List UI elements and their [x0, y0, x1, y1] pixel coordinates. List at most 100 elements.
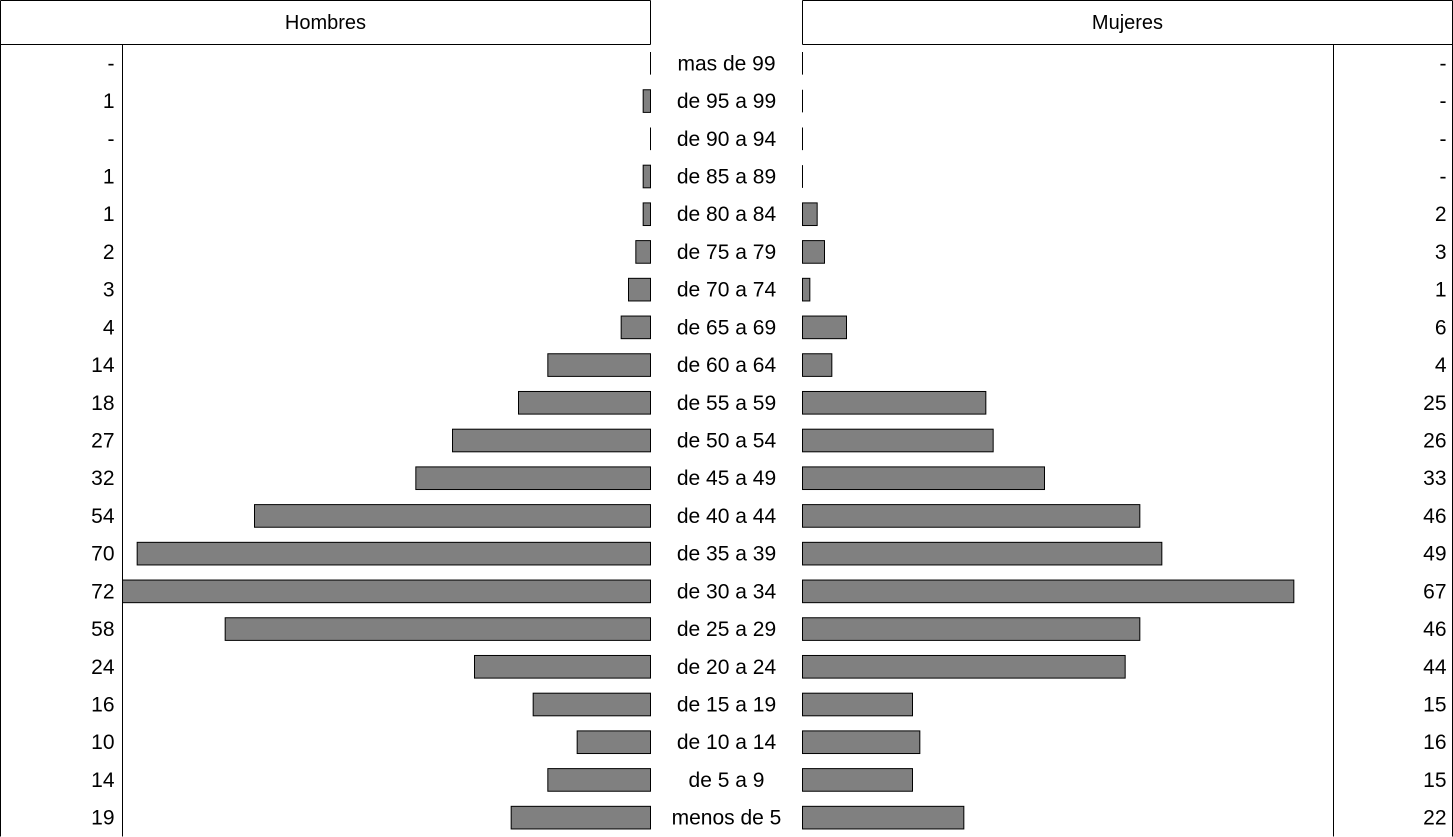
men-bar — [642, 202, 652, 227]
men-bar — [576, 730, 652, 755]
men-bar — [642, 164, 652, 189]
men-value-label: 72 — [91, 580, 114, 603]
age-group-label: de 35 a 39 — [677, 543, 776, 566]
women-value-label: 67 — [1423, 580, 1446, 603]
pyramid-row: de 30 a 34 72 67 — [91, 579, 1447, 604]
men-value-label: 19 — [91, 807, 114, 830]
men-bar — [547, 768, 651, 792]
age-group-label: de 25 a 29 — [677, 618, 776, 641]
men-value-label: 70 — [91, 543, 114, 566]
age-group-label: de 60 a 64 — [677, 354, 777, 377]
women-value-label: 4 — [1435, 354, 1447, 377]
pyramid-row: de 90 a 94 - - — [108, 127, 1447, 151]
pyramid-row: de 45 a 49 32 33 — [91, 466, 1447, 491]
women-bar — [802, 617, 1141, 641]
pyramid-row: de 95 a 99 1 - — [103, 89, 1447, 113]
men-bar — [224, 617, 652, 641]
men-value-label: 18 — [91, 392, 114, 415]
right-header-label: Mujeres — [1092, 12, 1163, 34]
women-value-label: 22 — [1423, 807, 1446, 830]
women-bar — [802, 692, 913, 717]
pyramid-row: mas de 99 - - — [108, 52, 1447, 75]
pyramid-row: de 55 a 59 18 25 — [91, 390, 1447, 415]
pyramid-row: de 15 a 19 16 15 — [91, 692, 1447, 717]
pyramid-row: de 10 a 14 10 16 — [91, 730, 1447, 755]
women-value-label: 46 — [1423, 505, 1446, 528]
age-group-label: menos de 5 — [672, 807, 782, 830]
men-value-label: 10 — [91, 731, 114, 754]
women-bar — [802, 579, 1295, 604]
women-bar — [802, 541, 1163, 566]
men-value-label: 32 — [91, 467, 114, 490]
women-value-label: 46 — [1423, 618, 1446, 641]
women-value-label: 49 — [1423, 543, 1446, 566]
women-value-label: 33 — [1423, 467, 1446, 490]
women-value-label: 1 — [1435, 279, 1447, 302]
men-bar — [254, 504, 651, 528]
men-bar — [642, 89, 652, 113]
men-value-label: 1 — [103, 203, 115, 226]
women-value-label: 26 — [1423, 430, 1446, 453]
women-value-label: 16 — [1423, 731, 1446, 754]
age-group-label: de 55 a 59 — [677, 392, 776, 415]
age-group-label: de 95 a 99 — [677, 90, 776, 113]
age-group-label: de 70 a 74 — [677, 279, 777, 302]
men-bar — [510, 805, 651, 830]
pyramid-row: de 70 a 74 3 1 — [103, 277, 1447, 302]
men-bar — [122, 579, 651, 604]
women-value-label: 6 — [1435, 316, 1447, 339]
women-bar — [802, 504, 1141, 528]
men-bar — [136, 541, 651, 566]
pyramid-row: de 25 a 29 58 46 — [91, 617, 1447, 641]
age-group-label: de 85 a 89 — [677, 166, 776, 189]
men-value-label: 54 — [91, 505, 115, 528]
women-value-label: 25 — [1423, 392, 1446, 415]
chart-rows: mas de 99- - de 95 a 991 - de 90 a 94 - - de 85… — [91, 52, 1447, 830]
pyramid-row: de 5 a 9 14 15 — [91, 768, 1447, 792]
pyramid-row: de 80 a 84 1 2 — [103, 202, 1447, 227]
women-value-label: 2 — [1435, 203, 1447, 226]
men-value-label: 14 — [91, 354, 115, 377]
age-group-label: de 50 a 54 — [677, 430, 777, 453]
left-header-label: Hombres — [285, 12, 366, 34]
age-group-label: de 80 a 84 — [677, 203, 777, 226]
pyramid-row: de 75 a 79 2 3 — [103, 240, 1447, 264]
men-value-label: 2 — [103, 241, 115, 264]
men-value-label: 24 — [91, 656, 115, 679]
pyramid-row: de 20 a 24 24 44 — [91, 654, 1447, 679]
women-bar — [802, 202, 818, 227]
women-bar — [802, 654, 1126, 679]
age-group-label: de 30 a 34 — [677, 580, 777, 603]
women-value-label: 3 — [1435, 241, 1447, 264]
age-group-label: de 15 a 19 — [677, 694, 776, 717]
men-value-label: 16 — [91, 694, 114, 717]
women-bar — [802, 730, 921, 755]
age-group-label: de 90 a 94 — [677, 128, 777, 151]
men-bar — [415, 466, 652, 491]
women-value-label: - — [1440, 166, 1447, 189]
pyramid-row: menos de 5 19 22 — [91, 805, 1447, 830]
age-group-label: de 45 a 49 — [677, 467, 776, 490]
women-value-label: 44 — [1423, 656, 1447, 679]
men-value-label: - — [108, 128, 115, 151]
men-bar — [474, 654, 651, 679]
women-bar — [802, 768, 913, 792]
age-group-label: de 40 a 44 — [677, 505, 777, 528]
men-bar — [452, 428, 651, 453]
age-group-label: de 10 a 14 — [677, 731, 777, 754]
men-value-label: 27 — [91, 430, 114, 453]
women-bar — [802, 353, 833, 377]
men-value-label: 1 — [103, 166, 115, 189]
women-bar — [802, 805, 965, 830]
men-value-label: 14 — [91, 769, 115, 792]
men-bar — [547, 353, 651, 377]
pyramid-row: de 40 a 44 54 46 — [91, 504, 1447, 528]
men-bar — [620, 315, 652, 340]
age-group-label: mas de 99 — [677, 52, 775, 75]
men-value-label: 3 — [103, 279, 115, 302]
women-bar — [802, 466, 1045, 491]
men-bar — [628, 277, 651, 302]
women-bar — [802, 240, 825, 264]
men-bar — [635, 240, 651, 264]
men-value-label: 58 — [91, 618, 114, 641]
